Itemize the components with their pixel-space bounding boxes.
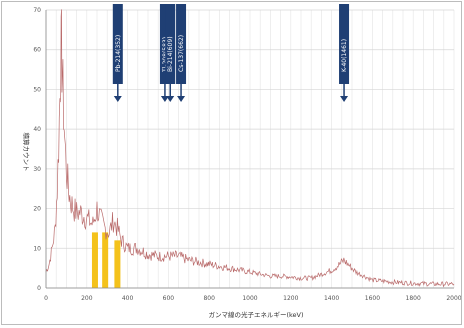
tick-labels: 0 200 400 600 800 1000 1200 1400 1600 1800 2000 0 10… [33,7,461,302]
peak-marker-label: Pb-214(352) [115,35,122,72]
x-tick-label: 1400 [324,295,339,302]
y-tick-label: 20 [33,206,41,213]
x-tick-label: 200 [81,295,93,302]
axes [45,10,454,289]
x-tick-label: 1000 [242,295,257,302]
x-tick-label: 1800 [406,295,421,302]
y-tick-label: 30 [33,166,41,173]
y-axis-title: 積算カウント [22,133,31,172]
peak-markers: Pb-214(352)Tl-208(583)Bi-214(609)Cs-137(… [112,4,350,102]
y-tick-label: 0 [37,285,41,292]
x-tick-label: 0 [44,295,48,302]
x-tick-label: 2000 [446,295,461,302]
peak-marker-arrow [160,96,169,102]
series-lines [45,9,455,288]
peak-marker-box [165,4,176,84]
y-tick-label: 50 [33,86,41,93]
peak-marker: Pb-214(352) [112,4,123,102]
highlight-bar [114,240,121,288]
highlight-bar [102,232,109,288]
highlight-bars [91,232,121,288]
peak-marker-box [176,4,187,84]
y-tick-label: 40 [33,126,41,133]
peak-marker: Cs-137(662) [176,4,187,102]
x-tick-label: 1600 [365,295,380,302]
peak-marker-arrow [166,96,175,102]
peak-marker-box [339,4,350,84]
peak-marker-arrow [340,96,349,102]
peak-marker: K-40(1461) [339,4,350,102]
grid [45,9,455,289]
chart-svg: 0 200 400 600 800 1000 1200 1400 1600 1800 2000 0 10… [22,4,462,319]
x-tick-label: 400 [122,295,134,302]
peak-marker-arrow [177,96,186,102]
peak-marker-label: Cs-137(662) [178,35,185,72]
peak-marker-arrow [113,96,122,102]
peak-marker: Bi-214(609) [165,4,176,102]
peak-marker-label: Bi-214(609) [167,36,174,72]
highlight-bar [91,232,98,288]
y-tick-label: 60 [33,47,41,54]
series-line [45,9,455,288]
y-tick-label: 70 [33,7,41,14]
peak-marker-label: K-40(1461) [341,39,348,72]
x-axis-title: ガンマ線の光子エネルギー(keV) [208,310,303,319]
peak-marker-box [159,4,170,84]
y-tick-label: 10 [33,245,41,252]
x-tick-label: 800 [203,295,215,302]
x-tick-label: 1200 [283,295,298,302]
x-tick-label: 600 [163,295,175,302]
peak-marker-box [112,4,123,84]
